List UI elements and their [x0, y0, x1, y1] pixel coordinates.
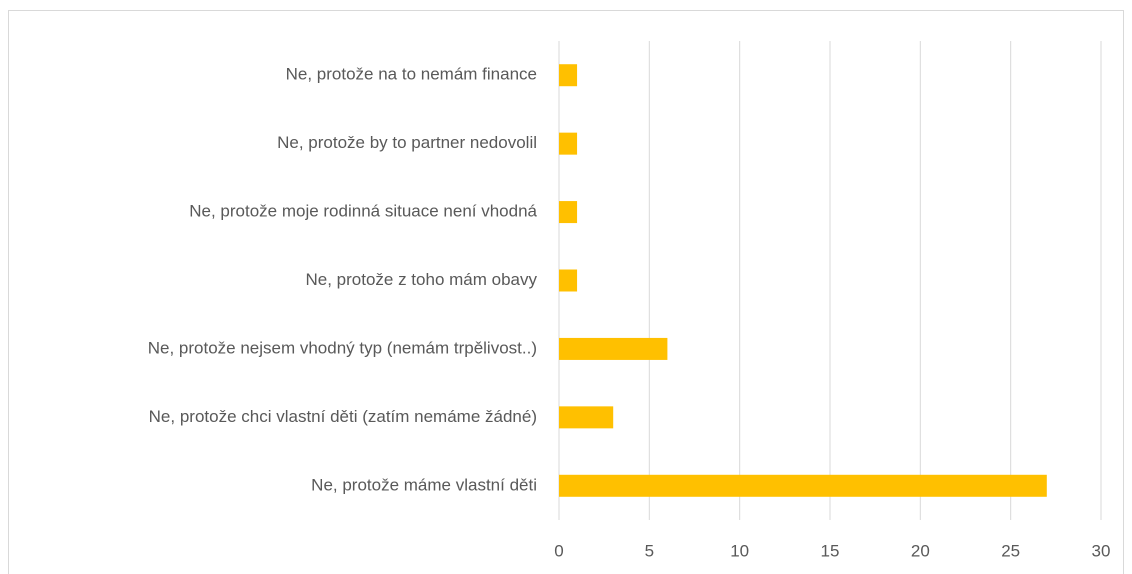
- y-tick-label: Ne, protože nejsem vhodný typ (nemám trp…: [148, 338, 537, 357]
- x-tick-label: 5: [645, 541, 654, 560]
- bar: [559, 474, 1047, 497]
- bar: [559, 269, 578, 292]
- y-tick-label: Ne, protože máme vlastní děti: [311, 475, 537, 494]
- bar: [559, 132, 578, 155]
- bar: [559, 201, 578, 224]
- x-tick-label: 20: [911, 541, 930, 560]
- y-tick-label: Ne, protože moje rodinná situace není vh…: [189, 202, 537, 221]
- bar: [559, 406, 614, 429]
- x-tick-label: 0: [554, 541, 563, 560]
- chart-frame: [8, 10, 1124, 574]
- bar: [559, 64, 578, 87]
- y-tick-label: Ne, protože by to partner nedovolil: [277, 133, 537, 152]
- y-tick-label: Ne, protože z toho mám obavy: [305, 270, 537, 289]
- y-tick-label: Ne, protože chci vlastní děti (zatím nem…: [149, 407, 537, 426]
- x-tick-label: 30: [1092, 541, 1111, 560]
- x-tick-label: 15: [821, 541, 840, 560]
- y-tick-label: Ne, protože na to nemám finance: [286, 65, 537, 84]
- bar: [559, 337, 668, 360]
- x-tick-label: 25: [1001, 541, 1020, 560]
- x-tick-label: 10: [730, 541, 749, 560]
